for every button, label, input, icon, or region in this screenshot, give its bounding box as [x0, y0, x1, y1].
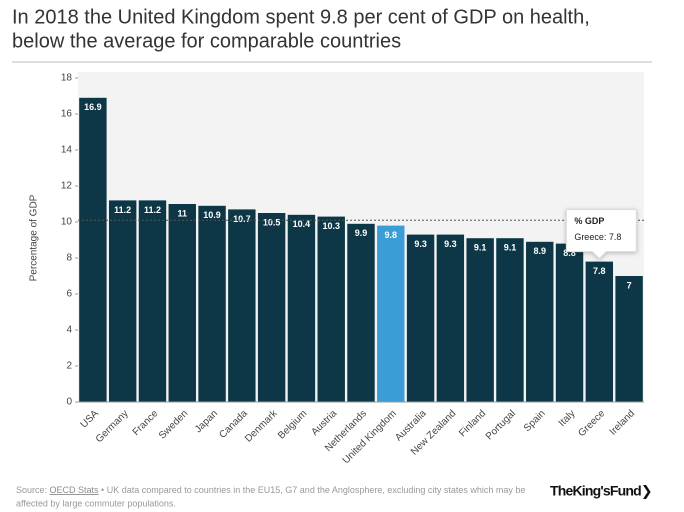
bar: [406, 234, 435, 402]
value-label: 11.2: [144, 205, 161, 215]
y-axis-label: Percentage of GDP: [29, 194, 40, 281]
x-tick-label: United Kingdom: [341, 408, 399, 466]
bar: [79, 97, 107, 403]
value-label: 9.1: [504, 243, 517, 253]
value-label: 10.9: [203, 210, 221, 220]
y-tick-label: 6: [66, 289, 72, 300]
bar: [108, 200, 137, 402]
source: Source: OECD Stats • UK data compared to…: [16, 485, 525, 495]
value-label: 7: [627, 280, 632, 290]
bar: [615, 276, 643, 402]
chart-title: below the average for comparable countri…: [12, 30, 401, 52]
source-text: affected by large commuter populations.: [16, 498, 176, 508]
tooltip-title: % GDP: [574, 216, 604, 226]
bar: [555, 243, 584, 402]
value-label: 10.4: [293, 219, 311, 229]
value-label: 16.9: [84, 102, 102, 112]
value-label: 10.5: [263, 217, 281, 227]
value-label: 10.7: [233, 214, 251, 224]
y-tick-label: 12: [61, 181, 73, 192]
value-label: 11: [178, 208, 188, 218]
x-tick-label: Portugal: [484, 408, 518, 442]
bar: [436, 234, 465, 402]
source-link[interactable]: OECD Stats: [50, 485, 100, 495]
y-tick-label: 10: [61, 217, 73, 228]
bar: [466, 238, 494, 402]
bar: [138, 200, 167, 402]
bar: [228, 209, 256, 402]
x-tick-label: Sweden: [157, 408, 190, 441]
tooltip-text: Greece: 7.8: [574, 232, 621, 242]
value-label: 9.3: [414, 239, 427, 249]
bar: [257, 213, 286, 402]
tooltip-box: [565, 209, 637, 260]
x-tick-label: Japan: [193, 408, 220, 435]
bar: [377, 225, 405, 402]
y-tick-label: 8: [66, 253, 72, 264]
value-label: 8.8: [563, 248, 576, 258]
y-tick-label: 18: [61, 73, 73, 84]
value-label: 10.3: [322, 221, 340, 231]
value-label: 7.8: [593, 266, 606, 276]
value-label: 9.1: [474, 243, 487, 253]
y-tick-label: 16: [61, 109, 73, 120]
bar: [168, 204, 196, 402]
value-label: 11.2: [114, 205, 131, 215]
bar: [198, 205, 226, 402]
x-tick-label: Denmark: [243, 408, 280, 445]
x-tick-label: Greece: [576, 408, 607, 439]
bar: [317, 216, 345, 402]
x-tick-label: Belgium: [276, 408, 309, 441]
y-tick-label: 4: [66, 325, 72, 336]
bar: [287, 214, 316, 402]
value-label: 9.9: [355, 228, 368, 238]
x-tick-label: Spain: [522, 408, 548, 434]
y-tick-label: 0: [66, 397, 72, 408]
y-tick-label: 2: [66, 361, 72, 372]
bar: [496, 238, 524, 402]
bar: [585, 261, 614, 402]
value-label: 8.9: [533, 246, 546, 256]
x-tick-label: Germany: [94, 408, 131, 445]
x-tick-label: Italy: [557, 408, 578, 429]
tooltip: % GDP Greece: 7.8: [565, 209, 637, 260]
bar: [347, 223, 375, 402]
x-tick-label: USA: [79, 408, 102, 431]
source-prefix: Source:: [16, 485, 50, 495]
value-label: 9.3: [444, 239, 457, 249]
value-label: 9.8: [385, 230, 398, 240]
y-tick-label: 14: [61, 145, 73, 156]
source-text: • UK data compared to countries in the E…: [99, 485, 526, 495]
bar: [526, 241, 554, 402]
x-tick-label: Ireland: [608, 408, 637, 437]
logo: TheKing'sFund❯: [550, 483, 652, 500]
chart-title: In 2018 the United Kingdom spent 9.8 per…: [12, 6, 590, 28]
